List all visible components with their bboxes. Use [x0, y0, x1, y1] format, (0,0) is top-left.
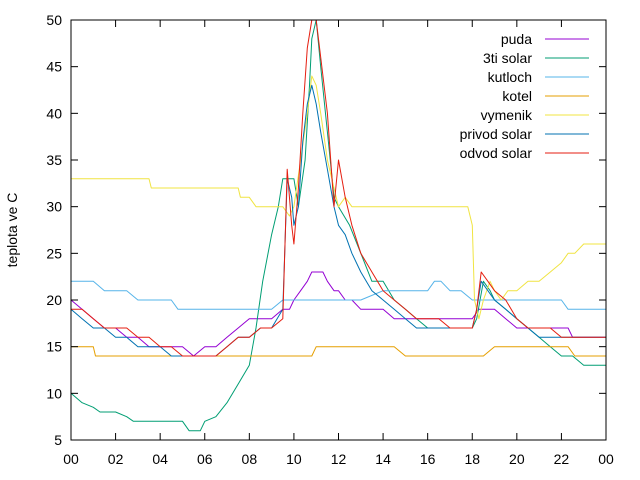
y-tick-label: 15 [46, 339, 62, 355]
ticks-layer: 00 02 04 06 08 10 12 14 16 18 20 22 0051015202530354… [46, 12, 614, 467]
x-tick-label: 02 [108, 451, 124, 467]
legend-label-privod-solar: privod solar [460, 126, 533, 142]
y-tick-label: 20 [46, 292, 62, 308]
y-tick-label: 45 [46, 59, 62, 75]
x-tick-label: 16 [420, 451, 436, 467]
legend-label-puda: puda [501, 31, 532, 47]
x-tick-label: 18 [464, 451, 480, 467]
x-tick-label: 04 [152, 451, 168, 467]
y-tick-label: 5 [54, 432, 62, 448]
y-tick-label: 50 [46, 12, 62, 28]
y-tick-label: 40 [46, 105, 62, 121]
series-line-kutloch [71, 280, 606, 310]
y-tick-label: 30 [46, 199, 62, 215]
x-tick-label: 12 [331, 451, 347, 467]
x-tick-label: 20 [509, 451, 525, 467]
x-tick-label: 08 [242, 451, 258, 467]
series-line-vymenik [71, 75, 606, 320]
x-tick-label: 00 [63, 451, 79, 467]
legend-label-kotel: kotel [502, 88, 532, 104]
y-tick-label: 10 [46, 385, 62, 401]
x-tick-label: 10 [286, 451, 302, 467]
y-tick-label: 25 [46, 245, 62, 261]
legend: puda 3ti solar kutloch kotel vymenik privod s… [460, 31, 589, 161]
series-line-privod-solar [70, 84, 606, 357]
legend-label-3ti-solar: 3ti solar [483, 50, 532, 66]
legend-label-vymenik: vymenik [481, 107, 533, 123]
y-axis-title: teplota ve C [4, 193, 20, 268]
series-line-odvod-solar [71, 19, 606, 357]
legend-label-kutloch: kutloch [488, 69, 532, 85]
series-line-kotel [71, 346, 606, 357]
y-tick-label: 35 [46, 152, 62, 168]
series-line-puda [70, 271, 606, 357]
x-tick-label: 22 [554, 451, 570, 467]
x-tick-label: 14 [375, 451, 391, 467]
x-tick-label: 00 [598, 451, 614, 467]
legend-label-odvod-solar: odvod solar [460, 145, 533, 161]
series-layer [70, 19, 606, 432]
x-tick-label: 06 [197, 451, 213, 467]
